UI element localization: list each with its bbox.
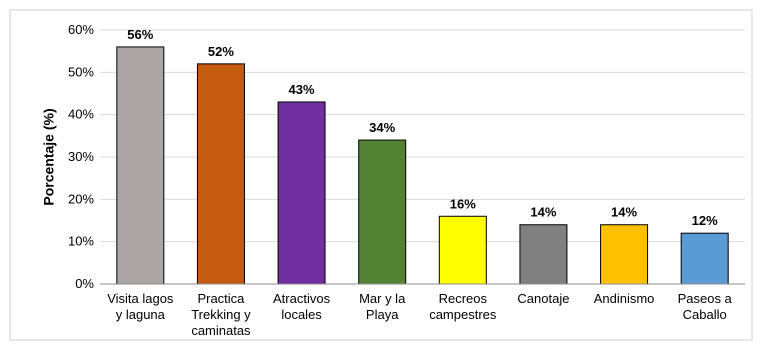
data-label: 52% xyxy=(208,44,234,59)
bar xyxy=(438,215,487,285)
x-category-label: Visita lagos y laguna xyxy=(107,291,174,322)
x-category-label: Recreos campestres xyxy=(429,291,497,322)
data-label: 14% xyxy=(611,205,637,220)
data-label: 34% xyxy=(369,120,395,135)
y-axis-label: Porcentaje (%) xyxy=(41,108,57,205)
y-tick-label: 40% xyxy=(68,107,94,122)
bar xyxy=(519,224,568,285)
x-category-label: Atractivos locales xyxy=(273,291,331,322)
y-axis-ticks: 0% 10% 20% 30% 40% 50% 60% xyxy=(68,22,94,291)
data-label: 43% xyxy=(289,82,315,97)
y-tick-label: 0% xyxy=(75,276,94,291)
x-axis-categories: Visita lagos y laguna Practica Trekking y ca… xyxy=(107,291,732,338)
x-category-label: Canotaje xyxy=(517,291,569,306)
data-label: 12% xyxy=(692,213,718,228)
data-label: 56% xyxy=(127,27,153,42)
data-label: 16% xyxy=(450,196,476,211)
x-category-label: Mar y la Playa xyxy=(359,291,406,322)
bar xyxy=(680,232,729,285)
x-category-label: Andinismo xyxy=(594,291,655,306)
x-category-label: Paseos a Caballo xyxy=(678,291,733,322)
bar xyxy=(600,224,649,285)
bar xyxy=(196,63,245,285)
bars xyxy=(116,46,729,285)
x-category-label: Practica Trekking y caminatas xyxy=(191,291,251,338)
bar xyxy=(277,101,326,285)
y-tick-label: 20% xyxy=(68,191,94,206)
data-label: 14% xyxy=(530,205,556,220)
y-tick-label: 30% xyxy=(68,149,94,164)
y-tick-label: 60% xyxy=(68,22,94,37)
data-labels: 56% 52% 43% 34% 16% 14% 14% 12% xyxy=(127,27,718,228)
bar xyxy=(116,46,165,285)
bar xyxy=(358,139,407,285)
y-tick-label: 50% xyxy=(68,64,94,79)
y-tick-label: 10% xyxy=(68,234,94,249)
